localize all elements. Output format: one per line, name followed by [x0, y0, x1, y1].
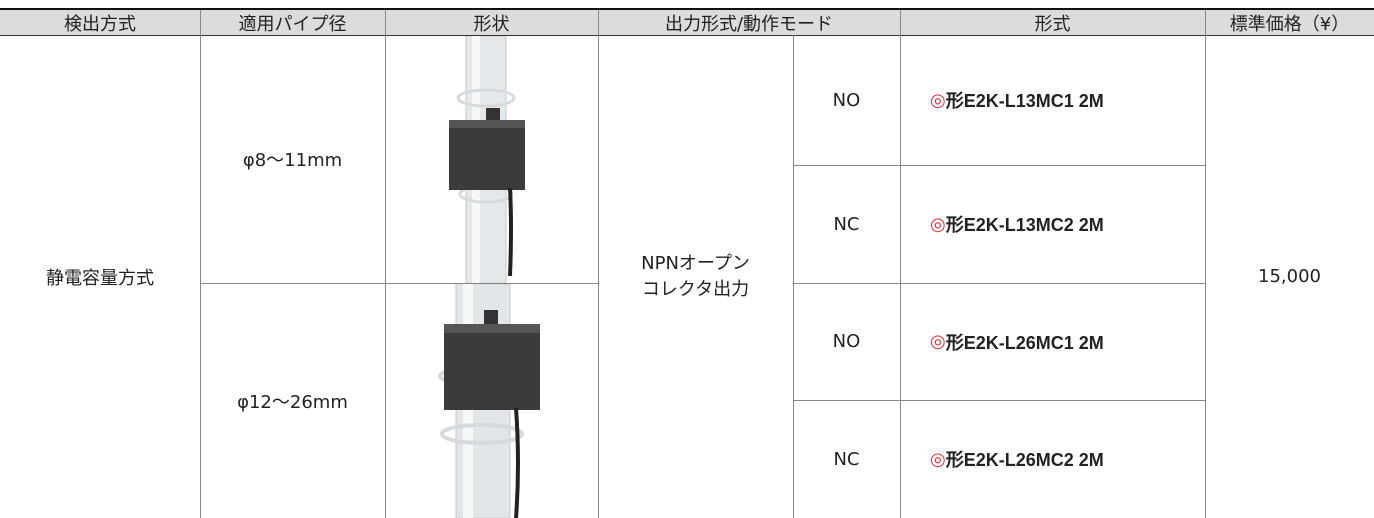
top-rule: [0, 8, 1374, 10]
header-bg: [0, 9, 1374, 35]
method: 静電容量方式: [46, 267, 154, 289]
col-rule: [793, 35, 794, 518]
row-rule: [793, 165, 1205, 166]
model-cell: ◎ 形E2K-L13MC2 2M: [900, 165, 1205, 283]
mark: ◎: [930, 89, 946, 110]
price: 15,000: [1258, 266, 1321, 287]
model-cell: ◎ 形E2K-L26MC2 2M: [900, 400, 1205, 518]
model: 形E2K-L13MC2 2M: [945, 215, 1104, 235]
mode: NO: [832, 89, 861, 111]
model: 形E2K-L26MC2 2M: [945, 450, 1104, 470]
col-rule: [900, 10, 901, 518]
model-cell: ◎ 形E2K-L13MC1 2M: [900, 35, 1205, 165]
header: 検出方式: [64, 13, 136, 35]
col-rule: [1205, 10, 1206, 518]
diameter: φ12〜26mm: [237, 391, 348, 413]
sensor-photo: [438, 284, 540, 518]
output-line: コレクタ出力: [641, 278, 750, 300]
mode: NC: [833, 213, 860, 235]
output: NPNオープン コレクタ出力: [598, 35, 793, 518]
mark: ◎: [930, 213, 946, 234]
output-line: NPNオープン: [641, 252, 750, 274]
header: 形式: [1034, 13, 1071, 35]
mode: NC: [833, 448, 860, 470]
header: 適用パイプ径: [238, 13, 347, 35]
header: 形状: [473, 13, 510, 35]
sensor-photo: [449, 36, 525, 283]
diameter: φ8〜11mm: [242, 150, 343, 171]
model: 形E2K-L26MC1 2M: [945, 332, 1104, 353]
row-rule: [200, 283, 598, 284]
col-rule: [385, 10, 386, 518]
row-rule: [793, 400, 1205, 401]
mode: NO: [832, 331, 861, 352]
model-cell: ◎ 形E2K-L26MC1 2M: [900, 283, 1205, 400]
header-rule: [0, 35, 1374, 36]
row-rule: [793, 283, 1205, 284]
header: 標準価格（¥）: [1229, 13, 1350, 35]
header: 出力形式/動作モード: [664, 13, 834, 35]
model: 形E2K-L13MC1 2M: [945, 91, 1104, 111]
col-rule: [200, 10, 201, 518]
mark: ◎: [930, 331, 946, 351]
mark: ◎: [930, 448, 946, 469]
col-rule: [598, 10, 599, 518]
